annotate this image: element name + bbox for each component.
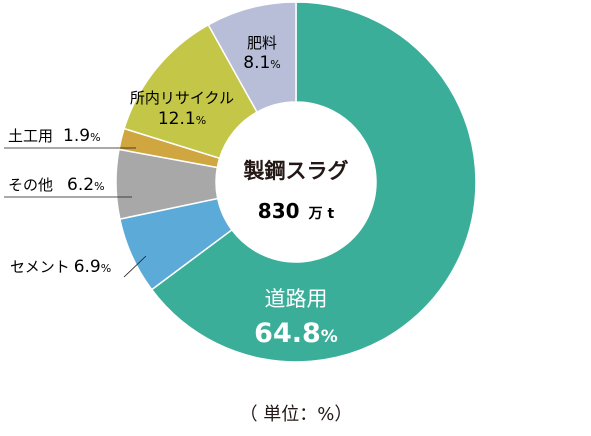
label-earthwork-number: 1.9 [63,126,90,146]
label-cement: セメント 6.9% [10,257,111,277]
label-earthwork-name: 土工用 [8,127,53,145]
label-inhouse-value: 12.1% [158,109,206,129]
unit-note: （ 単位：%） [240,404,353,425]
center-title: 製鋼スラグ [243,159,349,183]
label-road-name: 道路用 [265,287,328,311]
center-total: 830 万 t [258,199,335,223]
label-road-pct: % [321,327,338,347]
label-other: その他 6.2% [8,175,105,195]
slices-group [115,1,477,363]
center-value: 830 [258,199,300,223]
label-road-number: 64.8 [254,318,321,349]
slice-fertilizer [207,1,297,114]
label-cement-number: 6.9 [74,257,101,277]
leader-line-cement [123,255,147,278]
label-other-number: 6.2 [67,175,94,195]
label-road-value: 64.8% [254,318,338,349]
label-earthwork-pct: % [90,131,100,144]
slice-road [150,1,477,363]
label-inhouse-pct: % [196,114,206,127]
label-inhouse-name: 所内リサイクル [130,89,234,107]
label-cement-pct: % [101,262,111,275]
leader-lines-group [4,147,147,278]
label-other-name: その他 [8,176,53,194]
label-fertilizer-number: 8.1 [243,53,270,73]
label-other-pct: % [94,180,104,193]
label-earthwork: 土工用 1.9% [8,126,101,146]
label-fertilizer-name: 肥料 [247,34,277,52]
label-fertilizer-value: 8.1% [243,53,281,73]
label-fertilizer-pct: % [270,58,280,71]
label-cement-name: セメント [10,258,70,276]
label-inhouse-number: 12.1 [158,109,196,129]
center-unit: 万 t [308,206,335,222]
